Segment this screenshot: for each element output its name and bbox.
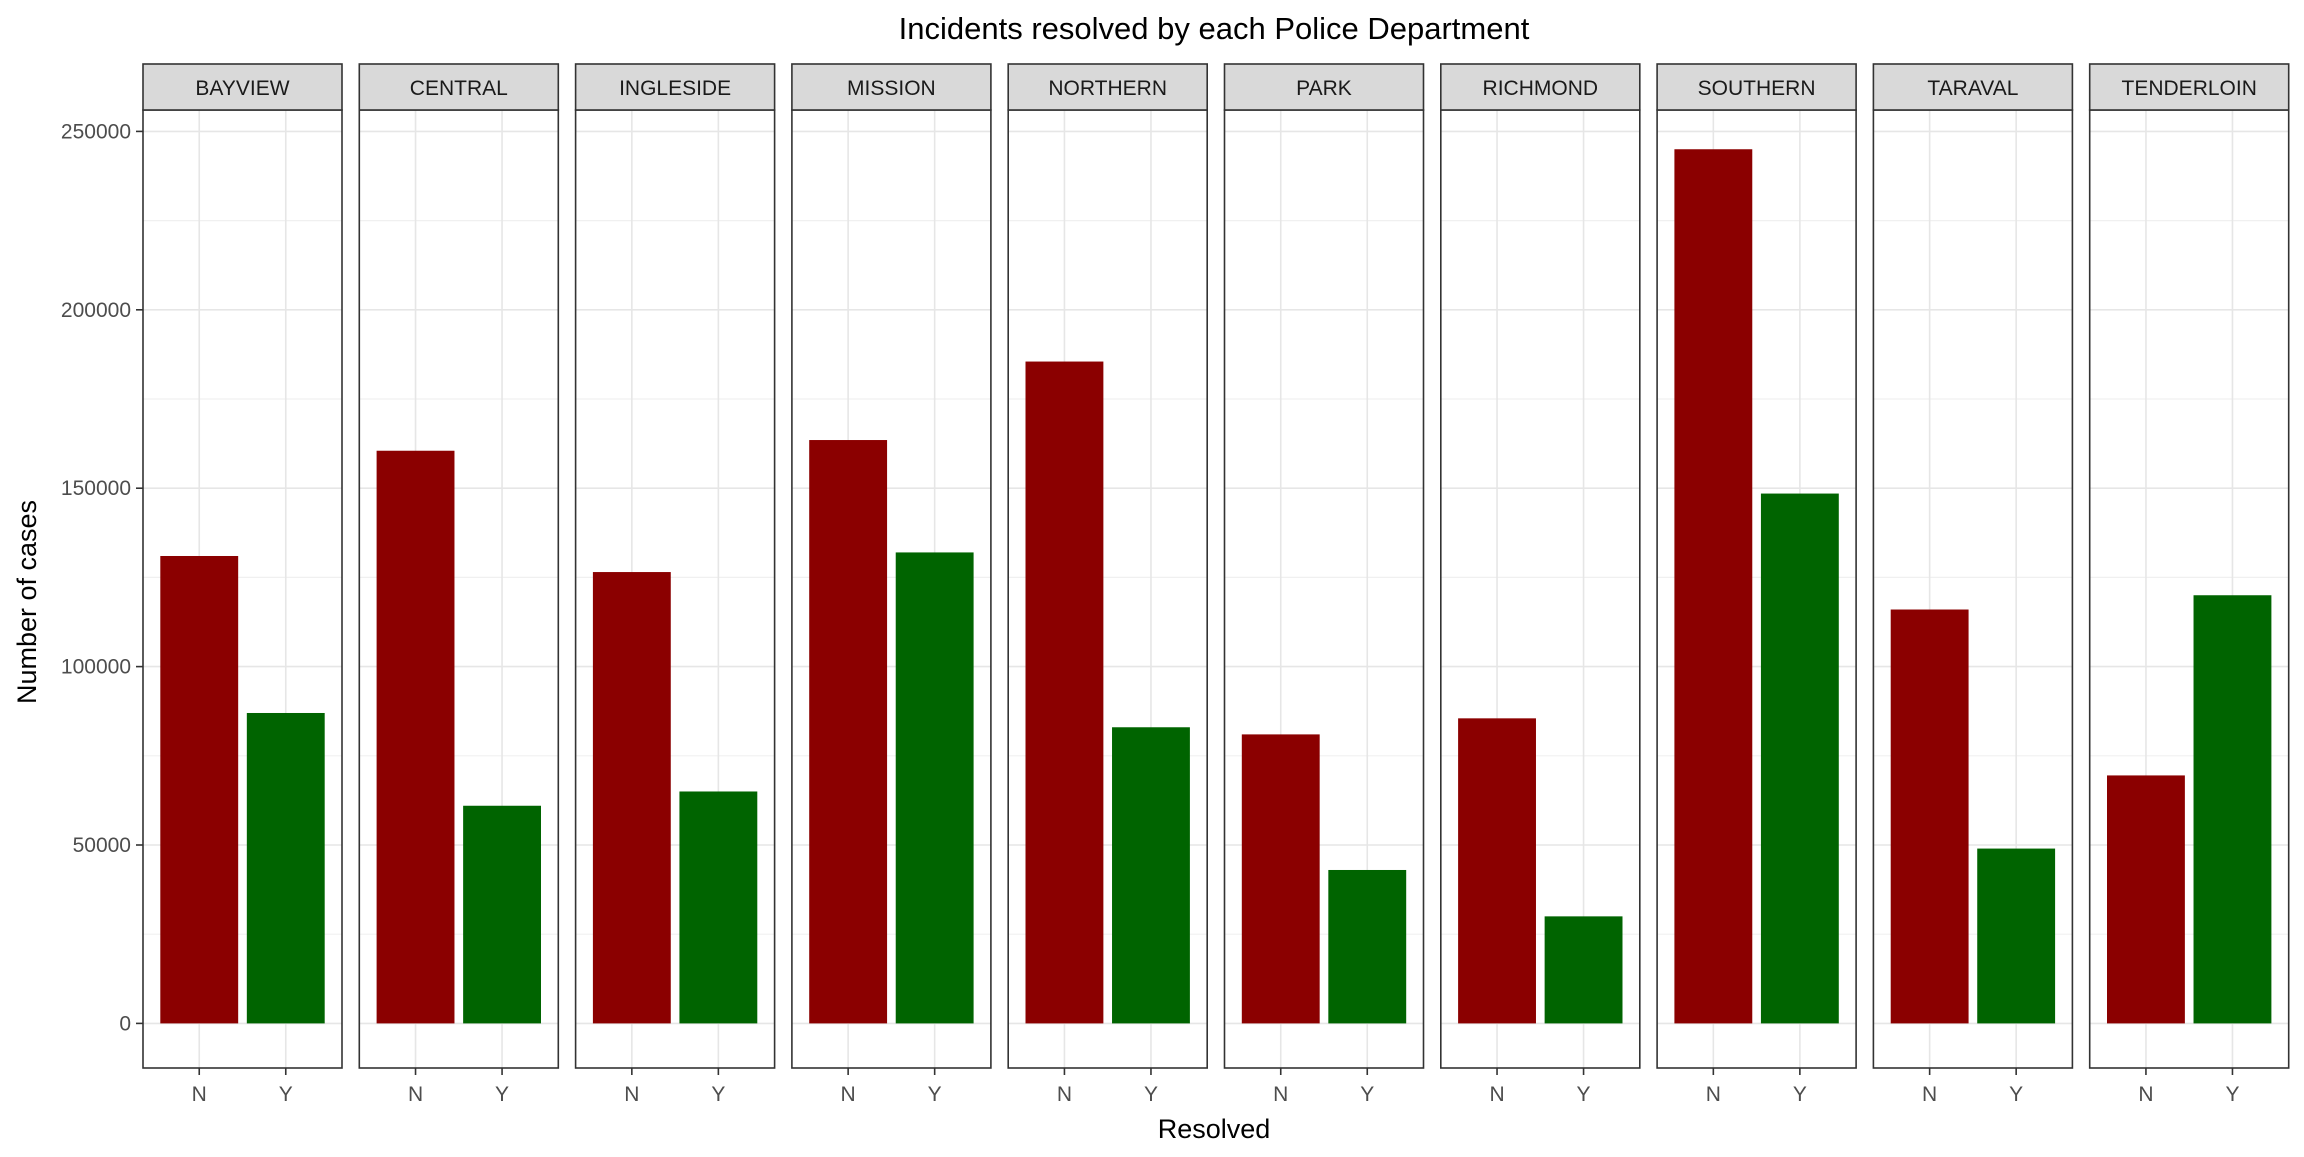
bar-northern-y xyxy=(1112,727,1190,1024)
facet-panel: CENTRAL N Y xyxy=(358,63,560,1106)
x-tick-label: N xyxy=(1057,1083,1072,1106)
y-tick-label: 200000 xyxy=(61,299,131,322)
facet-panel: MISSION N Y xyxy=(791,63,992,1106)
x-tick-label: Y xyxy=(928,1083,942,1106)
y-tick-label: 0 xyxy=(119,1012,131,1035)
x-tick-label: N xyxy=(841,1083,856,1106)
facet-label: PARK xyxy=(1296,77,1352,100)
bar-ingleside-y xyxy=(679,791,758,1024)
facet-strip xyxy=(142,63,343,111)
y-tick-label: 50000 xyxy=(73,834,131,857)
x-axis-title: Resolved xyxy=(1158,1114,1271,1144)
x-tick-label: Y xyxy=(1793,1083,1807,1106)
facet-panel: BAYVIEW N Y xyxy=(142,63,343,1106)
x-tick-label: Y xyxy=(2225,1083,2239,1106)
bar-northern-n xyxy=(1025,361,1104,1024)
facet-panel: NORTHERN N Y xyxy=(1007,63,1209,1106)
facet-strip xyxy=(1656,63,1857,111)
y-tick-label: 250000 xyxy=(61,120,131,143)
y-tick-label: 150000 xyxy=(61,477,131,500)
bar-park-n xyxy=(1241,734,1320,1024)
x-tick-label: Y xyxy=(279,1083,293,1106)
x-tick-label: N xyxy=(408,1083,423,1106)
y-axis-title: Number of cases xyxy=(12,500,42,704)
x-tick-label: Y xyxy=(2009,1083,2023,1106)
facet-label: CENTRAL xyxy=(410,77,508,100)
facet-panel: TENDERLOIN N Y xyxy=(2088,63,2290,1106)
facet-label: BAYVIEW xyxy=(195,77,289,100)
facet-label: TENDERLOIN xyxy=(2122,77,2257,100)
facet-label: RICHMOND xyxy=(1483,77,1599,100)
facet-label: NORTHERN xyxy=(1048,77,1167,100)
facet-strip xyxy=(574,63,776,111)
x-tick-label: N xyxy=(1273,1083,1288,1106)
bar-bayview-n xyxy=(160,555,239,1024)
bar-ingleside-n xyxy=(592,572,671,1024)
bar-central-n xyxy=(376,450,455,1024)
facet-label: MISSION xyxy=(847,77,936,100)
x-tick-label: Y xyxy=(1577,1083,1591,1106)
y-tick-label: 100000 xyxy=(61,656,131,679)
bar-mission-y xyxy=(895,552,974,1024)
facet-label: INGLESIDE xyxy=(619,77,731,100)
bar-southern-n xyxy=(1674,149,1753,1024)
bar-tenderloin-n xyxy=(2107,775,2185,1024)
bar-tenderloin-y xyxy=(2193,595,2272,1024)
facet-label: TARAVAL xyxy=(1927,77,2018,100)
chart-title: Incidents resolved by each Police Depart… xyxy=(899,11,1530,46)
facet-strip xyxy=(1223,63,1425,111)
x-tick-label: N xyxy=(192,1083,207,1106)
x-tick-label: N xyxy=(1489,1083,1504,1106)
bar-taraval-y xyxy=(1977,848,2056,1024)
facet-panel: INGLESIDE N Y xyxy=(574,63,776,1106)
x-tick-label: N xyxy=(2138,1083,2153,1106)
facet-panel: PARK N Y xyxy=(1223,63,1425,1106)
bar-mission-n xyxy=(809,440,888,1024)
facet-strip xyxy=(1440,63,1641,111)
bar-park-y xyxy=(1328,869,1407,1024)
facet-strip xyxy=(358,63,560,111)
facet-strip xyxy=(1872,63,2074,111)
facet-strip xyxy=(2088,63,2290,111)
bar-taraval-n xyxy=(1890,609,1969,1024)
bar-bayview-y xyxy=(246,712,325,1024)
y-axis: 0 50000 100000 150000 200000 250000 xyxy=(61,120,143,1035)
bar-southern-y xyxy=(1760,493,1839,1024)
x-tick-label: Y xyxy=(495,1083,509,1106)
facet-strip xyxy=(791,63,992,111)
x-tick-label: N xyxy=(624,1083,639,1106)
facet-label: SOUTHERN xyxy=(1698,77,1816,100)
bar-richmond-y xyxy=(1544,916,1623,1024)
facet-panel: TARAVAL N Y xyxy=(1872,63,2074,1106)
x-tick-label: Y xyxy=(1360,1083,1374,1106)
x-tick-label: N xyxy=(1706,1083,1721,1106)
x-tick-label: Y xyxy=(711,1083,725,1106)
x-tick-label: Y xyxy=(1144,1083,1158,1106)
facet-panel: SOUTHERN N Y xyxy=(1656,63,1857,1106)
facet-panel: RICHMOND N Y xyxy=(1440,63,1641,1106)
x-tick-label: N xyxy=(1922,1083,1937,1106)
facet-strip xyxy=(1007,63,1209,111)
bar-central-y xyxy=(463,805,541,1024)
bar-richmond-n xyxy=(1458,718,1536,1024)
